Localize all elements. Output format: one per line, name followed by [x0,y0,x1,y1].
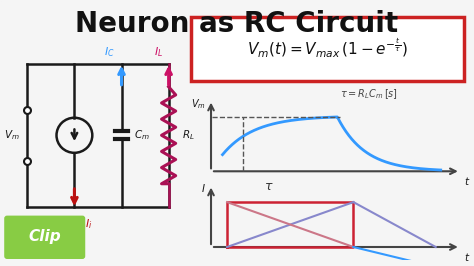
Text: $I_L$: $I_L$ [154,45,163,59]
Text: $I_i$: $I_i$ [85,217,92,231]
FancyBboxPatch shape [191,16,464,81]
Text: $t$: $t$ [465,175,471,187]
FancyBboxPatch shape [4,216,85,259]
Text: Clip: Clip [28,229,61,244]
Text: $I$: $I$ [201,182,205,194]
Text: $R_L$: $R_L$ [182,128,195,142]
Text: $C_m$: $C_m$ [134,128,150,142]
Text: $\tau$: $\tau$ [264,180,273,193]
Text: Neuron as RC Circuit: Neuron as RC Circuit [75,10,399,39]
Text: $\tau = R_L C_m\,[s]$: $\tau = R_L C_m\,[s]$ [340,87,398,101]
Text: $V_m$: $V_m$ [4,128,20,142]
Text: $I_C$: $I_C$ [104,45,115,59]
Text: $V_m$: $V_m$ [191,97,205,111]
Text: $t$: $t$ [465,251,471,263]
Text: $V_m(t) = V_{max}\,(1 - e^{-\frac{t}{\tau}})$: $V_m(t) = V_{max}\,(1 - e^{-\frac{t}{\ta… [247,37,408,60]
